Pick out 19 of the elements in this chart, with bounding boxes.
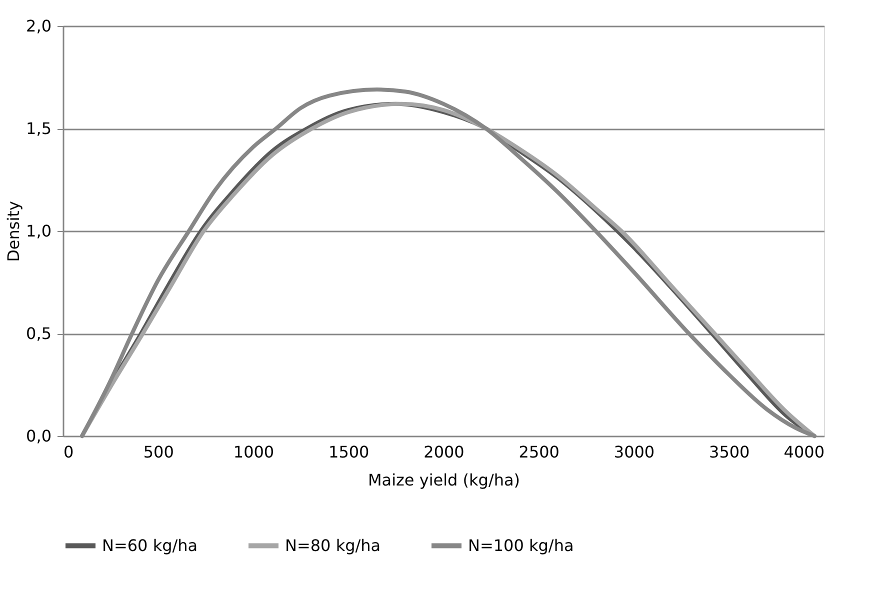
x-tick-label: 0 [64, 442, 74, 462]
x-tick-label: 1000 [233, 442, 274, 462]
x-tick-label: 2000 [424, 442, 464, 462]
y-axis-title: Density [4, 201, 24, 262]
x-tick-label: 500 [143, 442, 174, 462]
legend-label: N=60 kg/ha [102, 536, 198, 555]
y-tick-label: 1,5 [26, 119, 52, 138]
x-tick-label: 2500 [518, 442, 560, 462]
y-tick-label: 0,5 [26, 324, 52, 343]
legend-label: N=80 kg/ha [285, 536, 381, 555]
x-tick-label: 4000 [784, 442, 824, 462]
legend-label: N=100 kg/ha [468, 536, 574, 555]
x-tick-label: 1500 [328, 442, 370, 462]
x-axis-title: Maize yield (kg/ha) [368, 470, 520, 490]
y-tick-label: 2,0 [26, 16, 52, 36]
y-tick-label: 0,0 [26, 426, 52, 446]
y-tick-label: 1,0 [26, 222, 52, 240]
x-tick-label: 3500 [709, 442, 750, 462]
x-tick-label: 3000 [614, 442, 655, 462]
